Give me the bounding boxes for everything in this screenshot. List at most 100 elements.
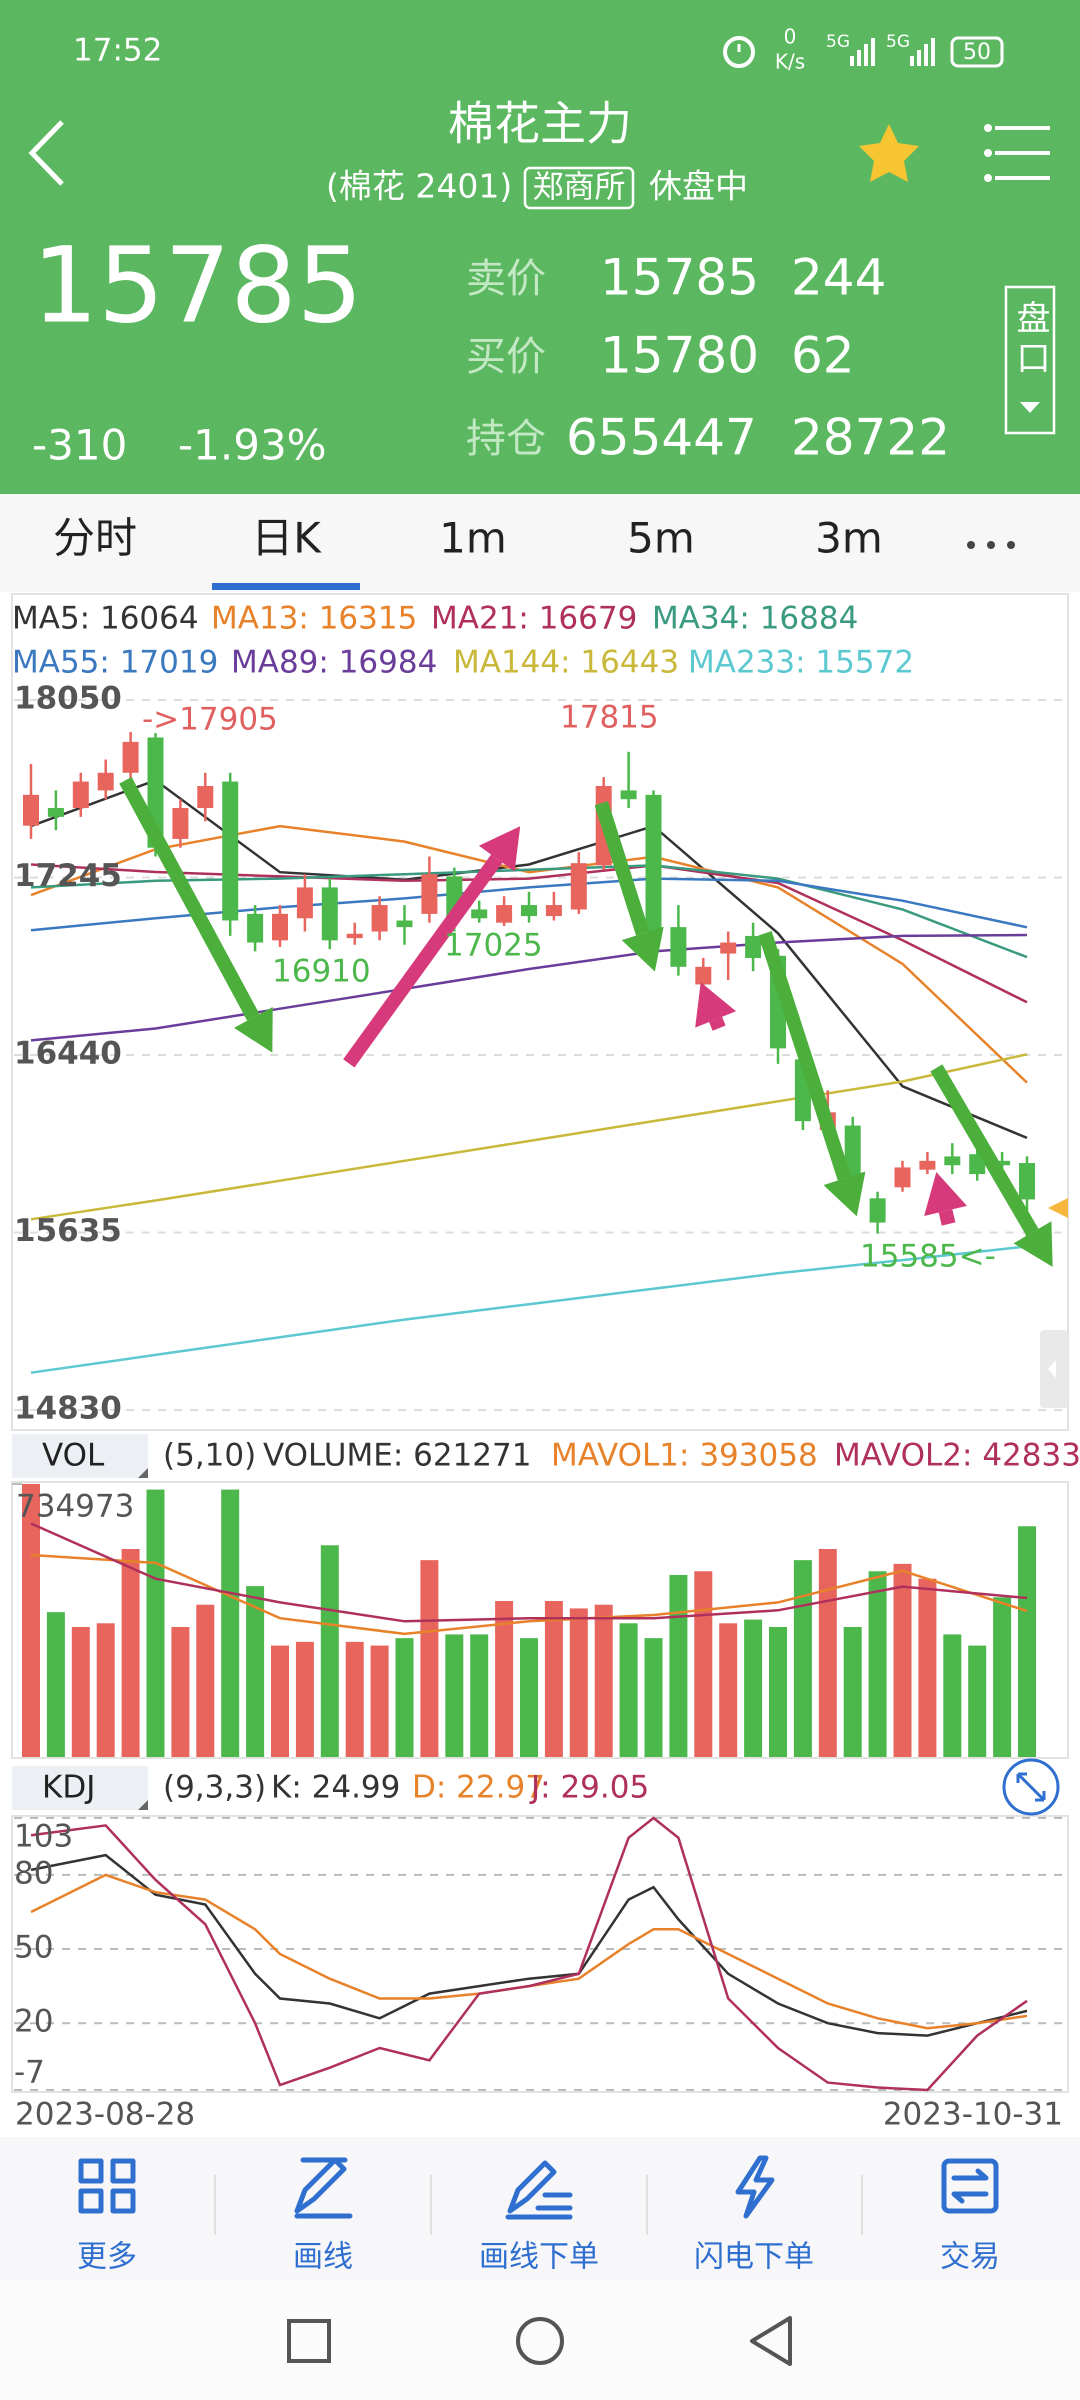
volume-bar: [320, 1545, 339, 1757]
battery-level: 50: [963, 40, 991, 65]
menu-button[interactable]: [984, 124, 1050, 182]
indicator-line: [30, 864, 1028, 959]
candle-body: [247, 913, 264, 943]
nav-back[interactable]: [750, 2316, 792, 2366]
candle-body: [122, 741, 139, 773]
volume-bar: [744, 1619, 763, 1757]
candle-body: [894, 1167, 911, 1188]
tabs: 分时 日K 1m 5m 3m: [53, 514, 883, 590]
volume-bar: [669, 1574, 688, 1757]
volume-bar: [171, 1626, 190, 1757]
volume-bar: [22, 1484, 40, 1757]
candle-body: [346, 933, 363, 939]
y-tick-label: 50: [14, 1930, 53, 1966]
volume-bar: [619, 1623, 638, 1757]
volume-readout: VOLUME: 621271: [263, 1438, 531, 1474]
legend-entry: MA55: 17019: [12, 645, 218, 681]
volume-bar: [719, 1623, 738, 1757]
back-button[interactable]: [28, 120, 64, 186]
volume-bar: [694, 1571, 713, 1757]
price-annotation: 15585<-: [860, 1239, 996, 1275]
candle-body: [47, 808, 64, 817]
candle-body: [321, 887, 338, 941]
candle-body: [919, 1160, 936, 1170]
volume-bar: [594, 1604, 613, 1757]
y-tick-label: 734973: [16, 1489, 134, 1525]
favorite-star[interactable]: [859, 124, 919, 182]
toolbar-labels: 更多 画线 画线下单 闪电下单 交易: [77, 2240, 1000, 2275]
kdj-panel: [11, 1815, 1069, 2093]
price-panel: [11, 593, 1069, 1431]
toolbar-label[interactable]: 画线: [293, 2240, 353, 2275]
legend-entry: MAVOL2: 42833: [834, 1438, 1080, 1474]
candle-body: [695, 966, 712, 985]
volume-bar: [445, 1634, 464, 1757]
panel-button[interactable]: 盘口: [1004, 285, 1056, 435]
panel-button-box: [1004, 285, 1056, 435]
legend-entry: K: 24.99: [271, 1770, 400, 1806]
more-tabs[interactable]: [967, 541, 1015, 549]
flash-icon: [735, 2155, 775, 2219]
panel-params: (9,3,3): [163, 1770, 266, 1806]
indicator-line: [30, 778, 1028, 1140]
candle-body: [471, 909, 488, 919]
indicator-line: [30, 1053, 1028, 1221]
volume-bar: [420, 1560, 439, 1757]
draw-order-icon: [505, 2160, 573, 2220]
candle-body: [670, 927, 687, 967]
nav-bar: [0, 2280, 1080, 2400]
candle-body: [1019, 1163, 1035, 1200]
toolbar-label[interactable]: 画线下单: [479, 2240, 599, 2275]
candle-body: [720, 942, 737, 954]
legend-entry: J: 29.05: [529, 1770, 649, 1806]
tab[interactable]: 3m: [815, 514, 883, 563]
indicator-line: [30, 933, 1028, 1042]
volume-bar: [146, 1489, 165, 1757]
panel-title: VOL: [42, 1438, 105, 1474]
volume-bar: [470, 1634, 489, 1757]
candle-body: [97, 772, 114, 791]
tab[interactable]: 分时: [53, 514, 137, 563]
toolbar-label[interactable]: 闪电下单: [694, 2240, 814, 2275]
legend-entry: MA233: 15572: [688, 645, 914, 681]
candle-body: [944, 1156, 961, 1166]
panel-title: KDJ: [42, 1770, 95, 1806]
volume-bar: [295, 1641, 314, 1757]
volume-bar: [868, 1571, 887, 1757]
indicator-line: [30, 1245, 1028, 1374]
candle-body: [396, 920, 413, 928]
signal-label: 5G: [826, 32, 850, 52]
expand-button[interactable]: [1002, 1758, 1060, 1816]
arrow-head: [621, 926, 664, 972]
nav-home[interactable]: [516, 2317, 564, 2365]
battery: [950, 36, 1004, 68]
volume-bar: [271, 1645, 289, 1757]
labels: 18050 17245 16440 15635 14830 MA5: 16064 MA13:…: [12, 601, 1080, 2133]
legend-entry: D: 22.97: [412, 1770, 545, 1806]
volume-bar: [370, 1645, 389, 1757]
panel-params: (5,10): [163, 1438, 256, 1474]
tab-bar: [0, 494, 1080, 592]
toolbar-label[interactable]: 交易: [940, 2240, 1000, 2275]
status-time: 17:52: [73, 33, 162, 69]
volume-bar: [246, 1586, 265, 1757]
y-tick-label: 20: [14, 2004, 53, 2040]
volume-bar: [993, 1597, 1012, 1757]
panel-button-arrow: [1020, 402, 1040, 413]
y-tick-label: 14830: [14, 1391, 122, 1427]
tab[interactable]: 日K: [251, 514, 322, 563]
arrow-head: [823, 1171, 866, 1217]
net-unit: K/s: [775, 50, 805, 74]
price-marker: [1048, 1198, 1068, 1218]
quote-price: 15785: [600, 249, 759, 307]
nav-recent[interactable]: [287, 2319, 331, 2363]
indicator-line: [30, 1522, 1028, 1623]
more-icon: [78, 2158, 136, 2214]
price-annotation: 17815: [560, 700, 659, 736]
header-bg: [0, 0, 1080, 494]
tab[interactable]: 5m: [627, 514, 695, 563]
arrow-shaft: [343, 854, 503, 1068]
toolbar-label[interactable]: 更多: [77, 2240, 137, 2275]
tab[interactable]: 1m: [439, 514, 507, 563]
